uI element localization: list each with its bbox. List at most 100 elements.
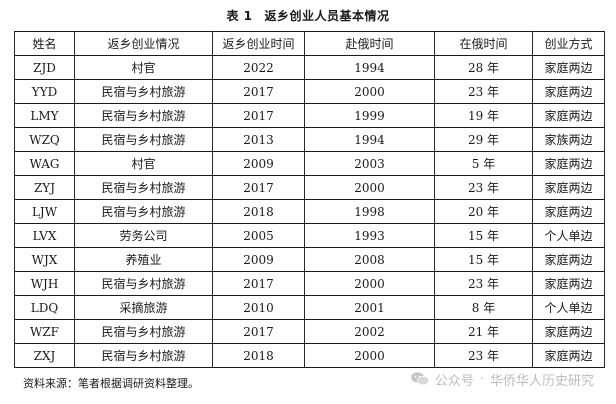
cell-name: YYD (14, 79, 75, 104)
table-row: ZXJ 民宿与乡村旅游 2018 2000 23 年家庭两边 (14, 343, 605, 368)
cell-venture: 养殖业 (74, 247, 213, 272)
cell-mode: 家庭两边 (532, 103, 605, 128)
cell-years-in-russia: 21 年 (434, 319, 533, 344)
table-caption: 表 1 返乡创业人员基本情况 (0, 7, 616, 25)
cell-venture: 采摘旅游 (74, 295, 213, 320)
cell-years-in-russia: 23 年 (434, 271, 533, 296)
cell-arrival-year: 1993 (304, 223, 435, 248)
table-row: LDQ 采摘旅游 2010 2001 8 年个人单边 (14, 295, 605, 320)
cell-return-year: 2009 (212, 247, 305, 272)
cell-return-year: 2022 (212, 55, 305, 80)
cell-return-year: 2018 (212, 343, 305, 368)
table-row: YYD 民宿与乡村旅游 2017 2000 23 年家庭两边 (14, 79, 605, 104)
cell-return-year: 2017 (212, 79, 305, 104)
cell-name: WAG (14, 151, 75, 176)
column-header-arrival-year: 赴俄时间 (304, 31, 435, 56)
cell-name: WZF (14, 319, 75, 344)
cell-name: ZYJ (14, 175, 75, 200)
cell-return-year: 2010 (212, 295, 305, 320)
table-number: 表 1 (226, 9, 253, 23)
column-header-venture: 返乡创业情况 (74, 31, 213, 56)
cell-mode: 家庭两边 (532, 343, 605, 368)
cell-arrival-year: 2000 (304, 343, 435, 368)
cell-mode: 家庭两边 (532, 151, 605, 176)
cell-years-in-russia: 20 年 (434, 199, 533, 224)
table-body: ZJD 村官 2022 1994 28 年家庭两边 YYD 民宿与乡村旅游 2017 2000 2… (14, 55, 605, 368)
column-header-name: 姓名 (14, 31, 75, 56)
cell-return-year: 2017 (212, 175, 305, 200)
cell-venture: 民宿与乡村旅游 (74, 175, 213, 200)
cell-mode: 家庭两边 (532, 79, 605, 104)
column-header-mode: 创业方式 (532, 31, 605, 56)
data-table: 姓名 返乡创业情况 返乡创业时间 赴俄时间 在俄时间 创业方式 ZJD 村官 202… (14, 31, 605, 368)
cell-name: LVX (14, 223, 75, 248)
cell-arrival-year: 2000 (304, 79, 435, 104)
cell-arrival-year: 2001 (304, 295, 435, 320)
cell-mode: 家庭两边 (532, 175, 605, 200)
cell-venture: 民宿与乡村旅游 (74, 199, 213, 224)
cell-mode: 家庭两边 (532, 199, 605, 224)
wechat-icon (411, 372, 430, 386)
cell-years-in-russia: 15 年 (434, 223, 533, 248)
cell-return-year: 2017 (212, 319, 305, 344)
table-row: WZQ 民宿与乡村旅游 2013 1994 29 年家族两边 (14, 127, 605, 152)
cell-venture: 民宿与乡村旅游 (74, 103, 213, 128)
cell-venture: 村官 (74, 151, 213, 176)
column-header-return-year: 返乡创业时间 (212, 31, 305, 56)
cell-years-in-russia: 23 年 (434, 343, 533, 368)
cell-mode: 家族两边 (532, 127, 605, 152)
cell-return-year: 2018 (212, 199, 305, 224)
cell-arrival-year: 2003 (304, 151, 435, 176)
cell-mode: 个人单边 (532, 223, 605, 248)
column-header-years-in-russia: 在俄时间 (434, 31, 533, 56)
cell-venture: 村官 (74, 55, 213, 80)
cell-years-in-russia: 19 年 (434, 103, 533, 128)
table-row: WJH 民宿与乡村旅游 2017 2000 23 年家庭两边 (14, 271, 605, 296)
table-row: LMY 民宿与乡村旅游 2017 1999 19 年家庭两边 (14, 103, 605, 128)
cell-mode: 家庭两边 (532, 271, 605, 296)
watermark-label: 公众号 (434, 373, 474, 389)
cell-name: WZQ (14, 127, 75, 152)
table-row: LVX 劳务公司 2005 1993 15 年个人单边 (14, 223, 605, 248)
cell-years-in-russia: 23 年 (434, 175, 533, 200)
watermark-account: 华侨华人历史研究 (489, 373, 594, 389)
watermark-separator: · (479, 371, 484, 387)
cell-venture: 民宿与乡村旅游 (74, 127, 213, 152)
cell-mode: 家庭两边 (532, 55, 605, 80)
cell-mode: 家庭两边 (532, 319, 605, 344)
cell-mode: 个人单边 (532, 295, 605, 320)
cell-arrival-year: 1998 (304, 199, 435, 224)
cell-years-in-russia: 15 年 (434, 247, 533, 272)
cell-name: WJX (14, 247, 75, 272)
table-header-row: 姓名 返乡创业情况 返乡创业时间 赴俄时间 在俄时间 创业方式 (14, 31, 605, 56)
cell-venture: 民宿与乡村旅游 (74, 271, 213, 296)
cell-years-in-russia: 28 年 (434, 55, 533, 80)
table-title: 返乡创业人员基本情况 (264, 9, 390, 23)
cell-name: ZXJ (14, 343, 75, 368)
cell-return-year: 2017 (212, 103, 305, 128)
cell-years-in-russia: 5 年 (434, 151, 533, 176)
cell-return-year: 2017 (212, 271, 305, 296)
cell-years-in-russia: 29 年 (434, 127, 533, 152)
table-row: ZJD 村官 2022 1994 28 年家庭两边 (14, 55, 605, 80)
cell-name: LDQ (14, 295, 75, 320)
table-row: ZYJ 民宿与乡村旅游 2017 2000 23 年家庭两边 (14, 175, 605, 200)
cell-venture: 民宿与乡村旅游 (74, 343, 213, 368)
cell-venture: 劳务公司 (74, 223, 213, 248)
cell-arrival-year: 1999 (304, 103, 435, 128)
table-row: LJW 民宿与乡村旅游 2018 1998 20 年家庭两边 (14, 199, 605, 224)
cell-name: LJW (14, 199, 75, 224)
source-note: 资料来源：笔者根据调研资料整理。 (23, 377, 199, 390)
table-row: WAG 村官 2009 2003 5 年家庭两边 (14, 151, 605, 176)
cell-return-year: 2005 (212, 223, 305, 248)
cell-years-in-russia: 8 年 (434, 295, 533, 320)
cell-arrival-year: 2002 (304, 319, 435, 344)
cell-name: WJH (14, 271, 75, 296)
cell-mode: 家庭两边 (532, 247, 605, 272)
cell-name: LMY (14, 103, 75, 128)
cell-venture: 民宿与乡村旅游 (74, 319, 213, 344)
cell-arrival-year: 2000 (304, 271, 435, 296)
cell-venture: 民宿与乡村旅游 (74, 79, 213, 104)
cell-name: ZJD (14, 55, 75, 80)
watermark: 公众号 · 华侨华人历史研究 (410, 368, 594, 390)
